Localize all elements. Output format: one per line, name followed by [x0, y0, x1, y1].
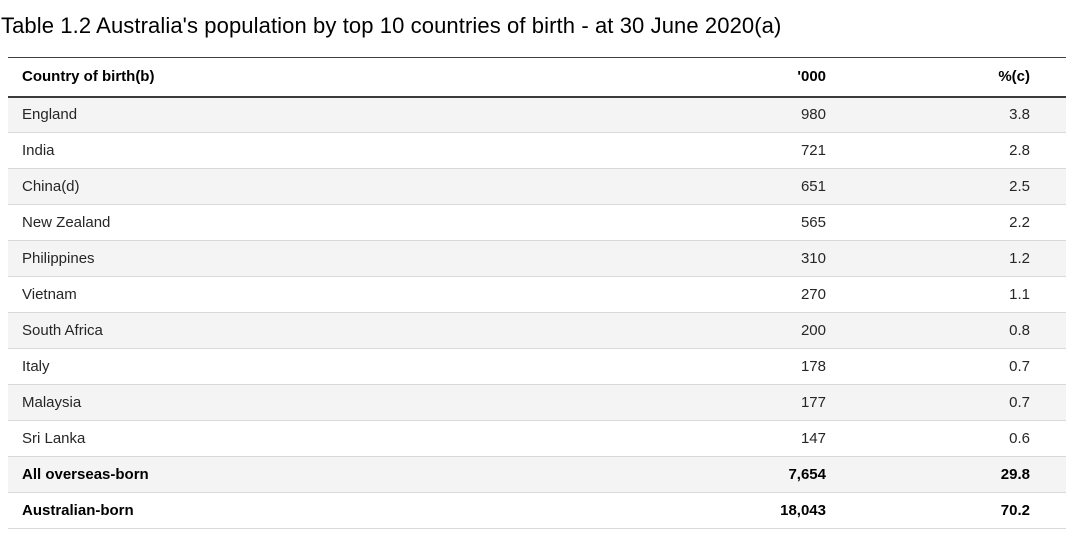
- cell-country: Australian-born: [8, 492, 560, 529]
- cell-percent: 0.7: [826, 348, 1066, 385]
- cell-country: Italy: [8, 348, 560, 385]
- table-row: South Africa 200 0.8: [8, 312, 1066, 349]
- cell-thousands: 147: [560, 420, 826, 457]
- cell-thousands: 980: [560, 96, 826, 133]
- population-by-country-table: Country of birth(b) '000 %(c) England 980…: [8, 57, 1066, 529]
- cell-country: South Africa: [8, 312, 560, 349]
- cell-thousands: 270: [560, 276, 826, 313]
- cell-percent: 0.7: [826, 384, 1066, 421]
- cell-thousands: 565: [560, 204, 826, 241]
- cell-country: England: [8, 96, 560, 133]
- cell-thousands: 18,043: [560, 492, 826, 529]
- header-row: Country of birth(b) '000 %(c): [8, 57, 1066, 98]
- table-row: England 980 3.8: [8, 96, 1066, 133]
- table-row: India 721 2.8: [8, 132, 1066, 169]
- table-body: England 980 3.8 India 721 2.8 China(d) 651 2.5 Ne…: [8, 96, 1066, 529]
- cell-country: India: [8, 132, 560, 169]
- cell-thousands: 721: [560, 132, 826, 169]
- cell-percent: 2.8: [826, 132, 1066, 169]
- cell-country: Sri Lanka: [8, 420, 560, 457]
- cell-percent: 3.8: [826, 96, 1066, 133]
- table-row: Philippines 310 1.2: [8, 240, 1066, 277]
- cell-country: China(d): [8, 168, 560, 205]
- cell-country: All overseas-born: [8, 456, 560, 493]
- cell-percent: 2.2: [826, 204, 1066, 241]
- table-row: Australian-born 18,043 70.2: [8, 492, 1066, 529]
- table-row: Malaysia 177 0.7: [8, 384, 1066, 421]
- cell-country: Philippines: [8, 240, 560, 277]
- cell-thousands: 200: [560, 312, 826, 349]
- table-title: Table 1.2 Australia's population by top …: [1, 12, 782, 38]
- cell-country: Vietnam: [8, 276, 560, 313]
- cell-thousands: 651: [560, 168, 826, 205]
- table-row: All overseas-born 7,654 29.8: [8, 456, 1066, 493]
- column-header-percent: %(c): [826, 57, 1066, 98]
- cell-thousands: 310: [560, 240, 826, 277]
- column-header-country: Country of birth(b): [8, 57, 560, 98]
- table-row: New Zealand 565 2.2: [8, 204, 1066, 241]
- column-header-thousands: '000: [560, 57, 826, 98]
- cell-thousands: 7,654: [560, 456, 826, 493]
- cell-percent: 70.2: [826, 492, 1066, 529]
- table-row: Sri Lanka 147 0.6: [8, 420, 1066, 457]
- cell-percent: 1.2: [826, 240, 1066, 277]
- cell-percent: 1.1: [826, 276, 1066, 313]
- cell-percent: 2.5: [826, 168, 1066, 205]
- cell-country: New Zealand: [8, 204, 560, 241]
- table-row: Italy 178 0.7: [8, 348, 1066, 385]
- cell-percent: 0.6: [826, 420, 1066, 457]
- cell-percent: 29.8: [826, 456, 1066, 493]
- cell-thousands: 177: [560, 384, 826, 421]
- table-row: China(d) 651 2.5: [8, 168, 1066, 205]
- table-row: Vietnam 270 1.1: [8, 276, 1066, 313]
- cell-thousands: 178: [560, 348, 826, 385]
- cell-country: Malaysia: [8, 384, 560, 421]
- cell-percent: 0.8: [826, 312, 1066, 349]
